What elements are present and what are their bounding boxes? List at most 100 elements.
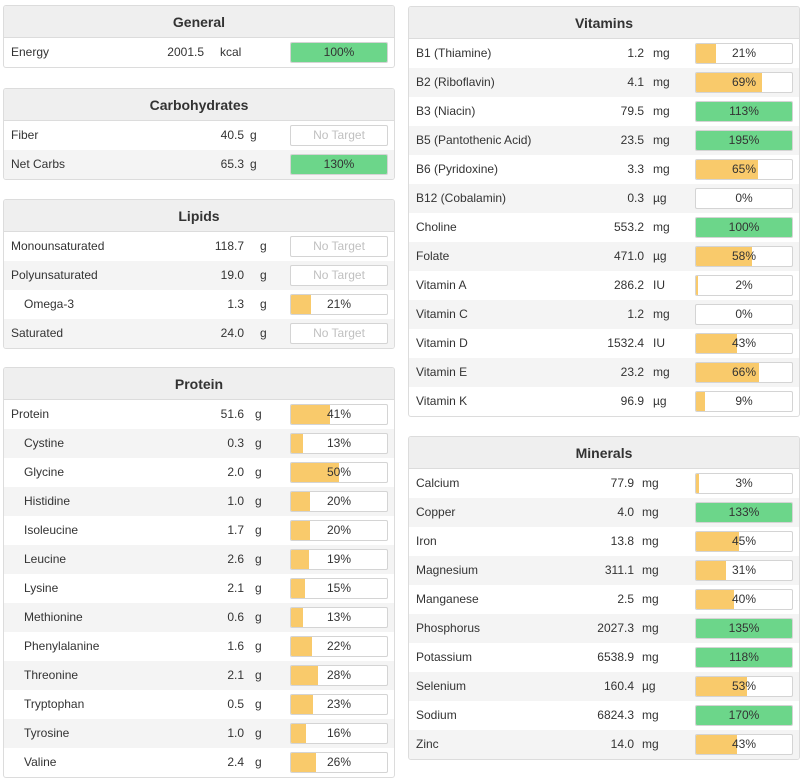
minerals-panel-title: Minerals [409,437,799,469]
nutrient-row[interactable]: Vitamin A 286.2 IU 2% [409,271,799,300]
nutrient-unit: g [255,552,262,566]
progress-label: 26% [326,755,352,769]
nutrient-row[interactable]: Selenium 160.4 µg 53% [409,672,799,701]
nutrient-name: Threonine [24,668,79,682]
nutrient-row[interactable]: Vitamin C 1.2 mg 0% [409,300,799,329]
nutrient-name: Phenylalanine [24,639,100,653]
general-panel-title: General [4,6,394,38]
target-progress-bar: 69% [695,72,793,93]
nutrient-row[interactable]: B12 (Cobalamin) 0.3 µg 0% [409,184,799,213]
nutrient-row[interactable]: Protein 51.6 g 41% [4,400,394,429]
nutrient-row[interactable]: Cystine 0.3 g 13% [4,429,394,458]
nutrient-amount: 40.5 [220,128,244,142]
nutrient-row[interactable]: Choline 553.2 mg 100% [409,213,799,242]
progress-label: 195% [728,133,760,147]
target-progress-bar: 65% [695,159,793,180]
nutrient-row[interactable]: Histidine 1.0 g 20% [4,487,394,516]
progress-fill [696,131,792,150]
nutrient-row[interactable]: Monounsaturated 118.7 g No Target [4,232,394,261]
nutrient-row[interactable]: Magnesium 311.1 mg 31% [409,556,799,585]
nutrient-unit: mg [653,307,670,321]
nutrient-row[interactable]: B5 (Pantothenic Acid) 23.5 mg 195% [409,126,799,155]
nutrient-amount: 553.2 [613,220,644,234]
nutrient-name: Phosphorus [416,621,481,635]
progress-fill [696,735,738,754]
nutrient-row[interactable]: Phosphorus 2027.3 mg 135% [409,614,799,643]
nutrient-row[interactable]: B1 (Thiamine) 1.2 mg 21% [409,39,799,68]
nutrient-row[interactable]: Threonine 2.1 g 28% [4,661,394,690]
nutrient-amount: 311.1 [604,563,634,577]
nutrient-row[interactable]: Tryptophan 0.5 g 23% [4,690,394,719]
nutrient-row[interactable]: Leucine 2.6 g 19% [4,545,394,574]
protein-panel: Protein Protein 51.6 g 41% Cystine 0.3 g 13% Gly… [3,367,395,778]
progress-label: 13% [326,436,352,450]
nutrient-unit: g [250,157,257,171]
nutrient-amount: 0.3 [227,436,244,450]
nutrient-name: Net Carbs [11,157,66,171]
target-progress-bar: 2% [695,275,793,296]
progress-fill [291,550,310,569]
target-progress-bar: 3% [695,473,793,494]
nutrient-amount: 0.5 [227,697,244,711]
nutrient-row[interactable]: Copper 4.0 mg 133% [409,498,799,527]
nutrient-amount: 6824.3 [597,708,634,722]
nutrient-row[interactable]: Tyrosine 1.0 g 16% [4,719,394,748]
nutrient-row[interactable]: B6 (Pyridoxine) 3.3 mg 65% [409,155,799,184]
nutrient-unit: mg [642,534,659,548]
nutrient-unit: g [255,523,262,537]
nutrient-row[interactable]: Methionine 0.6 g 13% [4,603,394,632]
nutrient-row[interactable]: Lysine 2.1 g 15% [4,574,394,603]
nutrient-unit: mg [653,46,670,60]
nutrient-row[interactable]: B3 (Niacin) 79.5 mg 113% [409,97,799,126]
nutrient-name: Copper [416,505,456,519]
target-progress-bar: 21% [695,43,793,64]
nutrient-row[interactable]: Zinc 14.0 mg 43% [409,730,799,759]
nutrient-row[interactable]: Valine 2.4 g 26% [4,748,394,777]
nutrient-row[interactable]: Saturated 24.0 g No Target [4,319,394,348]
nutrient-name: Methionine [24,610,83,624]
nutrient-row[interactable]: Omega-3 1.3 g 21% [4,290,394,319]
nutrient-row[interactable]: Iron 13.8 mg 45% [409,527,799,556]
nutrient-unit: mg [642,592,659,606]
nutrient-row[interactable]: Energy 2001.5 kcal 100% [4,38,394,67]
nutrient-row[interactable]: B2 (Riboflavin) 4.1 mg 69% [409,68,799,97]
nutrient-unit: mg [642,563,659,577]
progress-fill [291,405,331,424]
nutrient-amount: 1.0 [227,494,244,508]
nutrient-row[interactable]: Phenylalanine 1.6 g 22% [4,632,394,661]
nutrient-row[interactable]: Glycine 2.0 g 50% [4,458,394,487]
progress-fill [291,521,311,540]
nutrient-row[interactable]: Net Carbs 65.3 g 130% [4,150,394,179]
nutrient-row[interactable]: Polyunsaturated 19.0 g No Target [4,261,394,290]
target-progress-bar: 43% [695,333,793,354]
nutrient-row[interactable]: Vitamin E 23.2 mg 66% [409,358,799,387]
nutrient-row[interactable]: Isoleucine 1.7 g 20% [4,516,394,545]
nutrient-name: B2 (Riboflavin) [416,75,495,89]
progress-fill [291,463,339,482]
progress-fill [696,503,792,522]
target-progress-bar: 0% [695,304,793,325]
nutrient-amount: 3.3 [627,162,644,176]
nutrient-row[interactable]: Calcium 77.9 mg 3% [409,469,799,498]
nutrient-row[interactable]: Vitamin D 1532.4 IU 43% [409,329,799,358]
progress-label: 58% [731,249,757,263]
protein-rows: Protein 51.6 g 41% Cystine 0.3 g 13% Glycine 2.0 g… [4,400,394,777]
target-progress-bar: 22% [290,636,388,657]
progress-label: 0% [735,307,753,321]
progress-fill [696,73,763,92]
nutrient-unit: g [255,436,262,450]
progress-label: 21% [326,297,352,311]
nutrient-row[interactable]: Manganese 2.5 mg 40% [409,585,799,614]
progress-fill [696,392,705,411]
nutrient-row[interactable]: Vitamin K 96.9 µg 9% [409,387,799,416]
nutrient-row[interactable]: Fiber 40.5 g No Target [4,121,394,150]
minerals-rows: Calcium 77.9 mg 3% Copper 4.0 mg 133% Iron 13.8 mg… [409,469,799,759]
nutrient-row[interactable]: Sodium 6824.3 mg 170% [409,701,799,730]
nutrient-row[interactable]: Potassium 6538.9 mg 118% [409,643,799,672]
nutrient-amount: 160.4 [603,679,634,693]
nutrient-row[interactable]: Folate 471.0 µg 58% [409,242,799,271]
target-progress-bar: 58% [695,246,793,267]
progress-label: 28% [326,668,352,682]
nutrient-amount: 6538.9 [597,650,634,664]
progress-fill [696,474,699,493]
